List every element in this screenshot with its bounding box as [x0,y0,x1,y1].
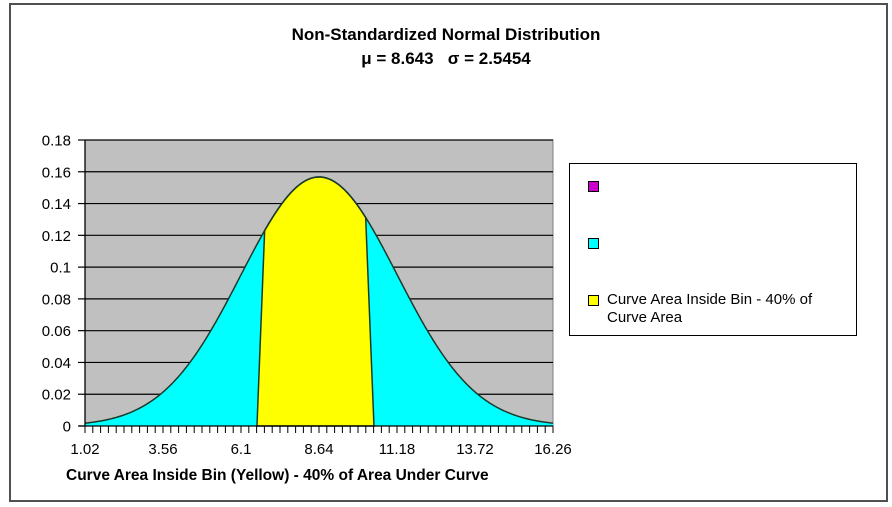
y-tick-label: 0.12 [42,228,71,245]
y-tick-label: 0.1 [50,260,71,277]
y-tick-label: 0.06 [42,323,71,340]
legend: Curve Area Inside Bin - 40% of Curve Are… [569,163,857,336]
normal-curve-line [84,176,554,424]
legend-swatch-magenta [588,181,599,192]
x-axis-title: Curve Area Inside Bin (Yellow) - 40% of … [66,467,489,484]
chart-title: Non-Standardized Normal Distribution [291,25,601,44]
x-tick-label: 13.72 [456,441,494,458]
x-tick-label: 1.02 [70,441,99,458]
axes [79,140,553,427]
y-tick-label: 0.16 [42,164,71,181]
legend-swatch-yellow [588,295,599,306]
legend-item-magenta [588,177,847,192]
chart-subtitle: μ = 8.643 σ = 2.5454 [361,49,531,68]
x-tick-label: 3.56 [148,441,177,458]
x-tick-label: 11.18 [379,441,415,458]
legend-item-cyan [588,234,847,249]
legend-label: Curve Area Inside Bin - 40% of Curve Are… [607,291,813,326]
y-tick-label: 0.18 [42,133,71,150]
y-tick-label: 0 [63,419,71,436]
y-tick-label: 0.02 [42,387,71,404]
y-tick-label: 0.04 [42,355,71,372]
y-tick-label: 0.14 [42,196,71,213]
y-tick-label: 0.08 [42,291,71,308]
y-axis-ticks: 0 0.02 0.04 0.06 0.08 0.1 0.12 0.14 0.16 0.18 [42,133,85,436]
x-axis-ticks: 1.02 3.56 6.1 8.64 11.18 13.72 16.26 [70,426,572,458]
legend-swatch-cyan [588,238,599,249]
legend-item-yellow: Curve Area Inside Bin - 40% of Curve Are… [588,291,847,327]
x-tick-label: 16.26 [534,441,572,458]
x-tick-label: 8.64 [304,441,333,458]
x-tick-label: 6.1 [231,441,252,458]
